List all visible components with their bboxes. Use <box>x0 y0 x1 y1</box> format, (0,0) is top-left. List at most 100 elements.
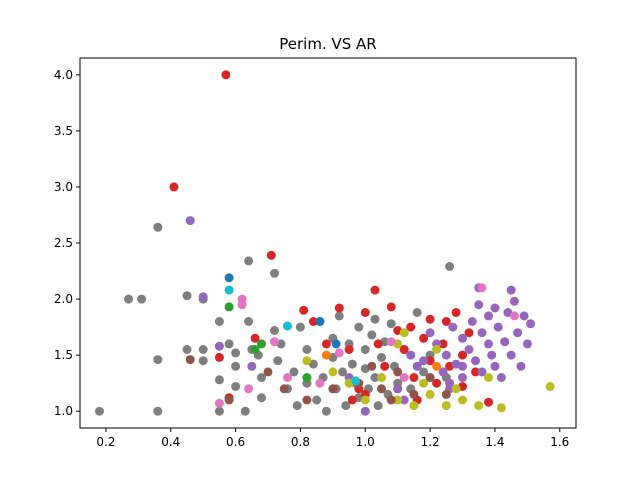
data-point <box>441 389 451 399</box>
data-point <box>445 378 455 388</box>
data-point <box>393 395 403 405</box>
data-point <box>477 283 487 293</box>
data-point <box>367 361 377 371</box>
data-point <box>270 326 279 335</box>
data-point <box>214 317 224 326</box>
data-point <box>487 350 497 360</box>
data-point <box>490 361 500 371</box>
x-tick-label: 1.6 <box>550 435 569 449</box>
data-point <box>302 356 312 366</box>
data-point <box>500 337 510 347</box>
data-point <box>477 328 487 338</box>
data-point <box>370 373 380 382</box>
data-point <box>240 406 250 416</box>
data-point <box>458 373 467 382</box>
data-point <box>231 382 241 391</box>
data-point <box>302 395 312 405</box>
data-point <box>124 294 134 304</box>
data-point <box>182 345 192 354</box>
data-point <box>270 268 279 278</box>
data-point <box>224 285 234 295</box>
data-point <box>380 361 390 371</box>
data-point <box>334 311 344 321</box>
x-axis: 0.2 0.4 0.6 0.8 1.0 1.2 1.4 1.6 <box>96 428 569 449</box>
data-point <box>399 395 409 405</box>
data-point <box>250 333 260 343</box>
data-point <box>484 339 493 349</box>
data-point <box>496 373 506 382</box>
data-point <box>509 296 519 306</box>
data-point <box>458 350 467 360</box>
data-point <box>367 330 377 340</box>
data-point <box>214 398 224 408</box>
x-tick-label: 1.0 <box>356 435 375 449</box>
data-point <box>182 291 192 301</box>
data-point <box>471 356 480 366</box>
data-point <box>198 356 208 366</box>
data-point <box>464 345 474 354</box>
data-point <box>331 339 341 349</box>
data-point <box>419 356 429 366</box>
data-point <box>247 361 257 371</box>
data-point <box>347 395 357 405</box>
data-point <box>321 406 331 416</box>
data-point <box>441 317 451 326</box>
data-point <box>312 395 322 405</box>
data-point <box>257 339 266 349</box>
data-point <box>441 350 451 360</box>
data-point <box>441 401 451 411</box>
data-point <box>474 300 484 310</box>
data-point <box>351 376 361 386</box>
data-point <box>270 337 279 347</box>
data-point <box>484 373 493 382</box>
y-tick-label: 2.5 <box>54 236 73 250</box>
data-point <box>283 373 292 382</box>
data-point <box>315 317 325 326</box>
data-point <box>224 273 234 283</box>
data-point <box>214 352 224 362</box>
data-point <box>386 302 396 312</box>
data-point <box>425 328 435 338</box>
data-point <box>315 378 325 388</box>
data-point <box>344 345 354 354</box>
data-point <box>432 361 442 371</box>
data-point <box>321 339 331 349</box>
data-point <box>386 337 396 347</box>
y-tick-label: 1.0 <box>54 404 73 418</box>
data-point <box>185 355 195 365</box>
data-point <box>386 319 396 329</box>
data-point <box>328 367 338 377</box>
x-tick-label: 0.8 <box>291 435 310 449</box>
data-point <box>354 322 364 332</box>
data-point <box>458 333 467 343</box>
chart-title: Perim. VS AR <box>279 35 376 53</box>
data-point <box>360 345 370 354</box>
data-point <box>409 389 419 399</box>
data-point <box>419 367 429 377</box>
data-point <box>299 305 309 315</box>
data-point <box>484 311 493 321</box>
data-point <box>406 350 416 360</box>
data-point <box>519 311 529 321</box>
data-point <box>451 384 461 394</box>
data-point <box>412 308 422 317</box>
data-point <box>458 361 467 371</box>
data-point <box>257 373 266 382</box>
data-point <box>412 361 422 371</box>
points-layer <box>95 70 555 416</box>
data-point <box>464 328 474 338</box>
x-tick-label: 1.2 <box>421 435 440 449</box>
data-point <box>169 182 179 192</box>
data-point <box>409 401 419 411</box>
data-point <box>266 250 276 260</box>
data-point <box>399 373 409 382</box>
data-point <box>237 300 247 310</box>
y-tick-label: 4.0 <box>54 68 73 82</box>
data-point <box>231 361 241 371</box>
data-point <box>263 367 273 377</box>
plot-area-frame <box>79 57 577 429</box>
data-point <box>360 406 370 416</box>
data-point <box>409 373 419 382</box>
data-point <box>516 361 526 371</box>
